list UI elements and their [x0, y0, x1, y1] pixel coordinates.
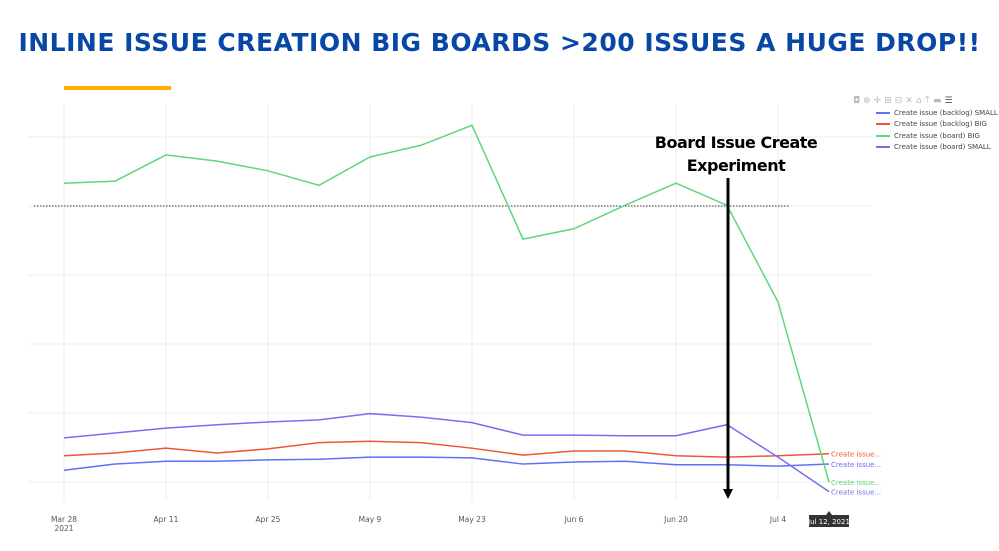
- annotation-text: Board Issue Create: [655, 133, 818, 152]
- series-line: [63, 124, 830, 483]
- series-end-label: Create issue...: [831, 451, 881, 459]
- x-tick-label: Apr 25: [256, 515, 281, 524]
- legend-swatch: [876, 111, 890, 114]
- series-line: [63, 412, 830, 493]
- series-end-label: Create issue...: [831, 489, 881, 497]
- series-line: [63, 456, 830, 472]
- chart-toolbar: ◘ ⊕ ✛ ⊞ ⊟ ✕ ⌂ ⍑ ▬ ☰: [853, 96, 953, 106]
- x-tick-label: May 23: [458, 515, 486, 524]
- legend-swatch: [876, 123, 890, 126]
- x-tick-label: Jul 4: [769, 515, 786, 524]
- legend-item[interactable]: Create issue (board) BIG: [876, 130, 998, 142]
- home-icon[interactable]: ⌂: [915, 96, 922, 106]
- accent-bar: [64, 86, 171, 90]
- legend: Create issue (backlog) SMALL Create issu…: [876, 107, 998, 153]
- legend-label: Create issue (backlog) BIG: [894, 120, 987, 129]
- annotation-arrowhead: [723, 489, 733, 499]
- hover-label-pointer: [826, 511, 832, 515]
- zoom-out-icon[interactable]: ⊟: [894, 96, 903, 106]
- x-tick-label: Mar 28: [51, 515, 77, 524]
- annotation-text: Experiment: [687, 156, 786, 175]
- hover-closest-icon[interactable]: ▬: [932, 96, 942, 106]
- x-tick-label: Jun 6: [564, 515, 584, 524]
- hover-compare-icon[interactable]: ☰: [944, 96, 953, 106]
- legend-label: Create issue (backlog) SMALL: [894, 108, 998, 117]
- legend-label: Create issue (board) SMALL: [894, 143, 991, 152]
- autoscale-icon[interactable]: ✕: [905, 96, 913, 106]
- x-tick-label: May 9: [359, 515, 382, 524]
- zoom-icon[interactable]: ⊕: [863, 96, 871, 106]
- legend-item[interactable]: Create issue (backlog) BIG: [876, 119, 998, 131]
- series-end-label: Create issue...: [831, 479, 881, 487]
- camera-icon[interactable]: ◘: [853, 96, 861, 106]
- x-tick-label: Apr 11: [154, 515, 179, 524]
- series-end-label: Create issue...: [831, 461, 881, 469]
- x-tick-label: 2021: [54, 524, 73, 533]
- legend-label: Create issue (board) BIG: [894, 131, 980, 140]
- hover-label-box: [809, 515, 849, 527]
- x-tick-label: Jun 20: [663, 515, 688, 524]
- zoom-in-icon[interactable]: ⊞: [884, 96, 892, 106]
- series-line: [63, 440, 830, 458]
- legend-item[interactable]: Create issue (board) SMALL: [876, 142, 998, 154]
- pan-icon[interactable]: ✛: [873, 96, 882, 106]
- legend-swatch: [876, 146, 890, 149]
- spike-lines-icon[interactable]: ⍑: [924, 96, 930, 106]
- legend-swatch: [876, 134, 890, 137]
- legend-item[interactable]: Create issue (backlog) SMALL: [876, 107, 998, 119]
- slide-title: INLINE ISSUE CREATION BIG BOARDS >200 IS…: [18, 28, 981, 57]
- hover-label: Jul 12, 2021: [807, 518, 850, 526]
